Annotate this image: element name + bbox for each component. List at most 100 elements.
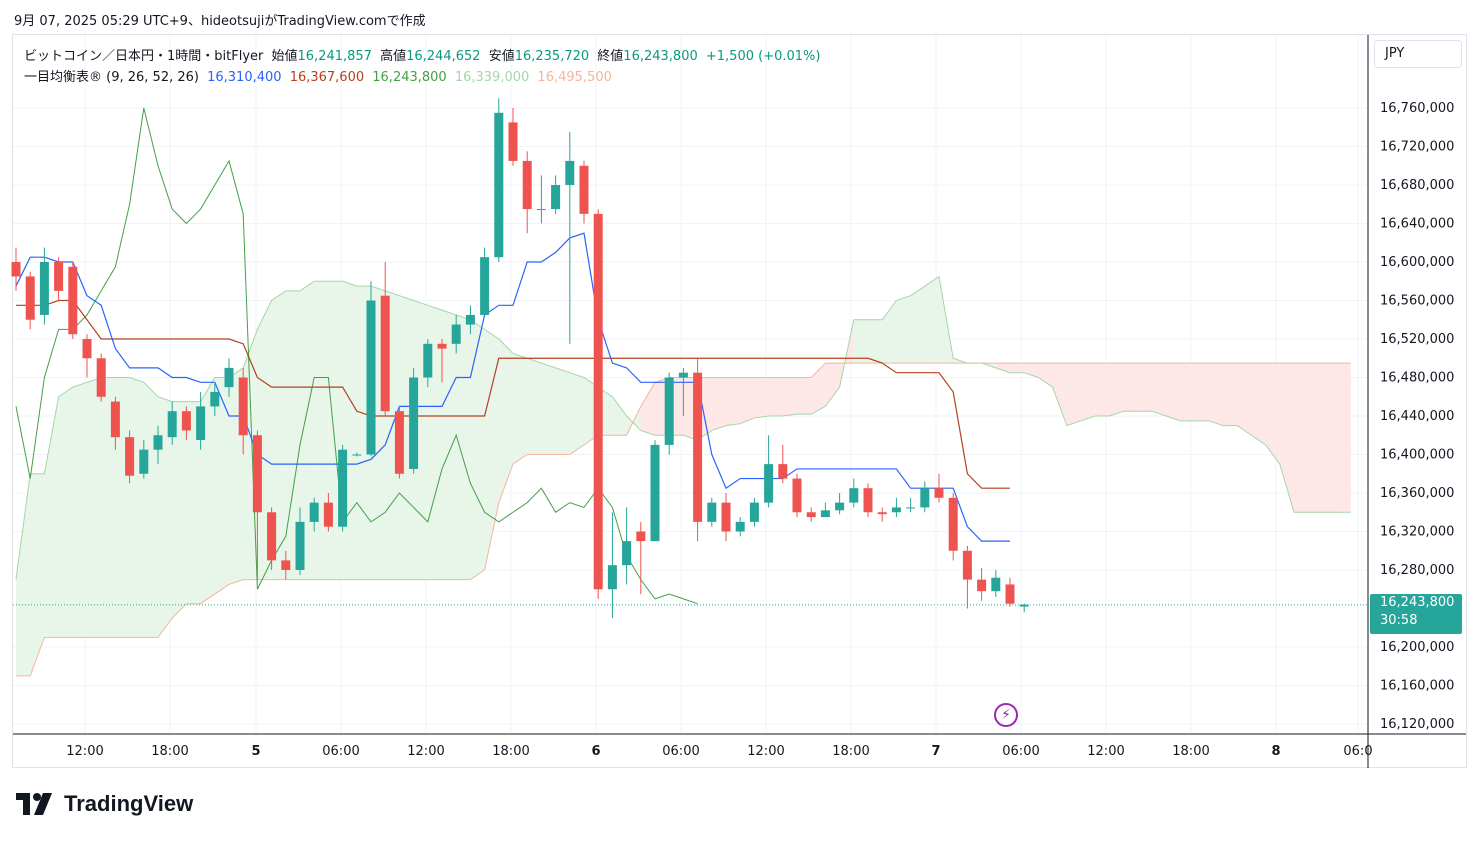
- candle-body: [693, 372, 703, 522]
- cloud-segment: [456, 314, 471, 580]
- cloud-segment: [143, 382, 158, 638]
- cloud-segment: [1052, 363, 1067, 426]
- cloud-segment: [1081, 363, 1096, 421]
- senkou-span-a-line: [15, 275, 1351, 580]
- candle-body: [835, 502, 845, 511]
- y-tick-label: 16,720,000: [1380, 140, 1454, 155]
- candle-body: [778, 464, 788, 479]
- brand-name: TradingView: [64, 791, 194, 816]
- y-tick-label: 16,520,000: [1380, 332, 1454, 347]
- candle-body: [409, 377, 419, 469]
- candle-body: [196, 406, 206, 441]
- tradingview-logo[interactable]: TradingView: [16, 791, 193, 817]
- candle-body: [962, 550, 972, 580]
- candle-body: [948, 497, 958, 551]
- x-tick-label: 06:00: [1002, 744, 1039, 759]
- cloud-segment: [285, 290, 300, 580]
- cloud-segment: [328, 281, 343, 580]
- x-tick-label: 06:00: [322, 744, 359, 759]
- lightning-icon[interactable]: ⚡: [994, 703, 1018, 727]
- cloud-segment: [1152, 363, 1167, 416]
- candle-body: [977, 579, 987, 592]
- indicator-legend: 一目均衡表® (9, 26, 52, 26) 16,310,400 16,367…: [24, 66, 616, 85]
- x-tick-label: 7: [931, 744, 940, 759]
- y-tick-label: 16,480,000: [1380, 371, 1454, 386]
- cloud-segment: [811, 363, 826, 415]
- tenkan-sen-line: [15, 232, 1010, 542]
- cloud-segment: [882, 300, 897, 364]
- candle-body: [224, 367, 234, 388]
- symbol-label[interactable]: ビットコイン／日本円・1時間・bitFlyer: [24, 49, 264, 64]
- candle-body: [593, 213, 603, 590]
- cloud-segment: [1123, 363, 1138, 412]
- cloud-segment: [58, 387, 73, 638]
- x-tick-label: 18:00: [492, 744, 529, 759]
- cloud-segment: [1109, 363, 1124, 416]
- cloud-segment: [1251, 363, 1266, 445]
- cloud-segment: [101, 377, 116, 638]
- y-tick-label: 16,680,000: [1380, 178, 1454, 193]
- tenkan-value: 16,310,400: [207, 70, 282, 85]
- candle-body: [338, 449, 348, 527]
- cloud-segment: [399, 295, 414, 580]
- cloud-segment: [172, 401, 187, 619]
- cloud-segment: [1223, 363, 1238, 426]
- cloud-segment: [1095, 363, 1110, 416]
- change-value: +1,500 (+0.01%): [705, 49, 821, 64]
- candle-body: [891, 507, 901, 513]
- cloud-segment: [72, 382, 87, 638]
- x-tick-label: 06:00: [662, 744, 699, 759]
- cloud-segment: [1336, 363, 1351, 513]
- cloud-segment: [1308, 363, 1323, 513]
- candle-body: [54, 262, 64, 291]
- cloud-segment: [1166, 363, 1181, 421]
- candle-body: [536, 209, 546, 211]
- x-tick-label: 18:00: [832, 744, 869, 759]
- candle-body: [877, 512, 887, 515]
- cloud-segment: [484, 329, 499, 570]
- candle-body: [39, 262, 49, 315]
- candle-body: [295, 521, 305, 570]
- high-label: 高値: [380, 49, 407, 64]
- cloud-segment: [754, 377, 769, 418]
- candle-body: [394, 411, 404, 474]
- cloud-segment: [726, 377, 741, 426]
- cloud-segment: [158, 396, 173, 638]
- candle-body: [210, 391, 220, 407]
- candle-body: [281, 560, 291, 570]
- open-label: 始値: [271, 49, 298, 64]
- candle-body: [636, 531, 646, 542]
- cloud-segment: [470, 319, 485, 580]
- candle-body: [607, 565, 617, 590]
- x-tick-label: 5: [251, 744, 260, 759]
- cloud-segment: [612, 396, 627, 436]
- cloud-segment: [498, 339, 513, 503]
- candle-body: [480, 257, 490, 315]
- candle-body: [125, 437, 135, 476]
- candle-body: [82, 339, 92, 359]
- candle-body: [1005, 584, 1015, 604]
- chart-caption: 9月 07, 2025 05:29 UTC+9、hideotsujiがTradi…: [14, 14, 426, 29]
- cloud-segment: [896, 295, 911, 364]
- candle-body: [991, 577, 1001, 592]
- open-value: 16,241,857: [297, 49, 372, 64]
- candle-body: [25, 276, 35, 320]
- span-a-value: 16,339,000: [454, 70, 530, 85]
- cloud-segment: [314, 281, 329, 580]
- candle-body: [352, 454, 362, 456]
- cloud-segment: [87, 377, 102, 638]
- x-tick-label: 12:00: [747, 744, 784, 759]
- cloud-segment: [868, 319, 883, 364]
- x-tick-label: 12:00: [407, 744, 444, 759]
- candle-body: [451, 324, 461, 344]
- close-value: 16,243,800: [623, 49, 698, 64]
- chart-frame[interactable]: [12, 34, 1467, 768]
- candle-body: [96, 358, 106, 397]
- indicator-label[interactable]: 一目均衡表® (9, 26, 52, 26): [24, 70, 199, 85]
- cloud-segment: [129, 377, 144, 638]
- bar-countdown: 30:58: [1380, 613, 1418, 628]
- currency-button[interactable]: JPY: [1374, 40, 1462, 68]
- candle-body: [437, 343, 447, 349]
- cloud-segment: [16, 473, 31, 676]
